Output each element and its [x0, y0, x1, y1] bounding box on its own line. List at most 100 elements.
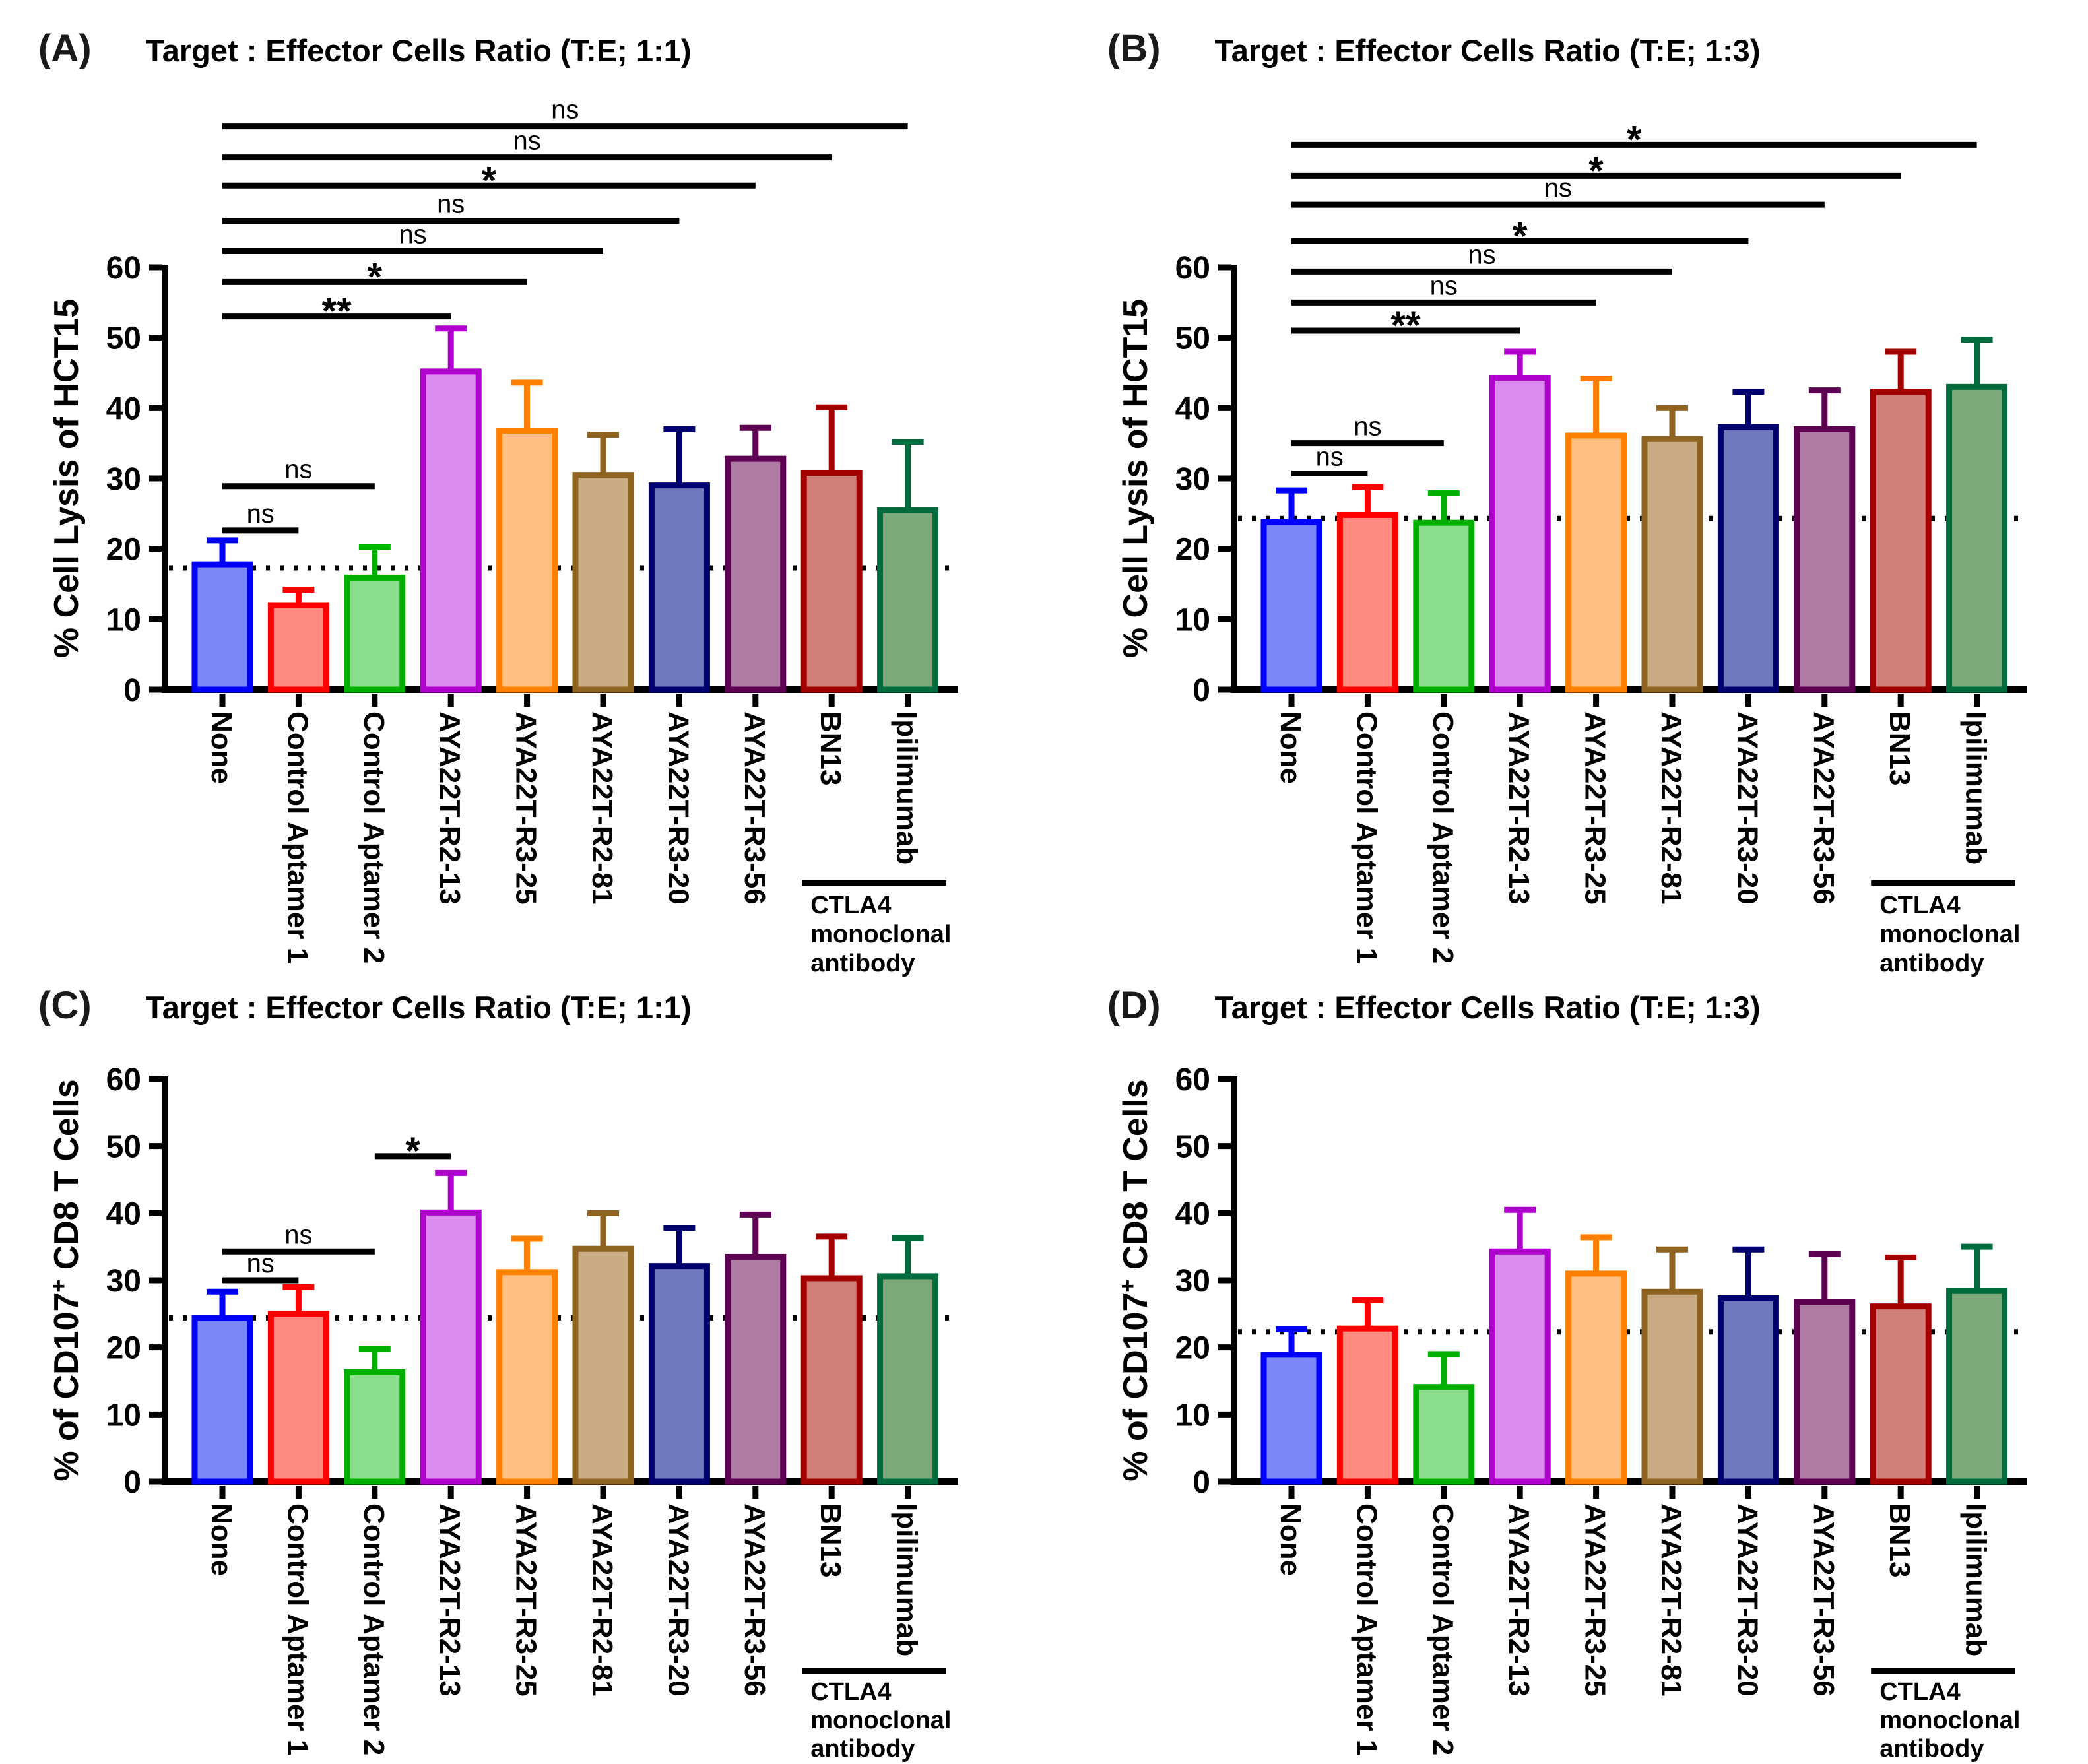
bar-bn13	[800, 469, 863, 693]
panel-b-title: Target : Effector Cells Ratio (T:E; 1:3)	[1214, 33, 1761, 68]
bar-aya22t-r2-81	[572, 472, 634, 693]
x-tick-label: AYA22T-R3-56	[738, 711, 771, 905]
significance-bracket: ns	[222, 190, 680, 224]
x-tick-label: AYA22T-R3-25	[510, 1503, 542, 1697]
significance-label: *	[368, 255, 383, 298]
x-tick-label: Ipilimumab	[1960, 1503, 1992, 1656]
bar-group-none: None	[191, 537, 253, 784]
y-tick-label: 0	[123, 1465, 141, 1500]
x-tick-label: AYA22T-R2-13	[1503, 711, 1535, 905]
y-tick-label: 60	[1175, 251, 1210, 286]
bar-group-aya22t-r3-25: AYA22T-R3-25	[496, 379, 558, 905]
significance-bracket: **	[1291, 304, 1520, 347]
y-tick-label: 60	[106, 251, 141, 286]
y-tick-label: 30	[1175, 462, 1210, 497]
panel-d-title: Target : Effector Cells Ratio (T:E; 1:3)	[1214, 990, 1761, 1025]
y-tick-label: 10	[106, 603, 141, 637]
x-tick-label: AYA22T-R3-25	[1579, 1503, 1612, 1697]
y-tick-label: 30	[106, 462, 141, 497]
bar-group-bn13: BN13	[1870, 1254, 1932, 1578]
x-tick-label: AYA22T-R3-56	[1808, 711, 1840, 905]
significance-label: ns	[1544, 174, 1572, 203]
bar-aya22t-r3-20	[1717, 424, 1779, 693]
bar-group-aya22t-r3-56: AYA22T-R3-56	[1794, 387, 1856, 905]
bar-aya22t-r2-81	[1641, 1288, 1703, 1485]
bar-group-aya22t-r3-20: AYA22T-R3-20	[1717, 1246, 1779, 1697]
significance-label: *	[1513, 215, 1528, 258]
significance-bracket: *	[1291, 118, 1977, 161]
significance-label: ns	[513, 127, 540, 156]
bar-group-control-aptamer-1: Control Aptamer 1	[1336, 1297, 1398, 1755]
bar-control-aptamer-2	[1413, 1384, 1475, 1485]
significance-bracket: ns	[222, 1249, 299, 1284]
y-axis-label: % of CD107+ CD8 T Cells	[1115, 1079, 1155, 1481]
x-tick-label: AYA22T-R3-20	[662, 711, 694, 905]
group-annotation-text: CTLA4	[810, 1678, 891, 1706]
x-tick-label: AYA22T-R3-25	[1579, 711, 1612, 905]
bar-group-ipilimumab: Ipilimumab	[1946, 1243, 2008, 1656]
significance-bracket: *	[222, 159, 756, 202]
x-tick-label: AYA22T-R3-25	[510, 711, 542, 905]
bar-group-aya22t-r2-81: AYA22T-R2-81	[572, 1210, 634, 1697]
bar-aya22t-r2-13	[420, 1209, 482, 1485]
significance-bracket: ns	[1291, 443, 1368, 477]
y-tick-label: 0	[1192, 1465, 1210, 1500]
significance-label: ns	[1354, 412, 1381, 441]
significance-bracket: ns	[222, 220, 603, 254]
bar-none	[191, 1315, 253, 1485]
significance-bracket: *	[222, 255, 527, 298]
bar-aya22t-r3-56	[725, 455, 787, 693]
panel-d-header: (D) Target : Effector Cells Ratio (T:E; …	[1107, 983, 1760, 1028]
x-tick-label: None	[1274, 711, 1307, 784]
bar-aya22t-r2-13	[1489, 1248, 1551, 1485]
bar-aya22t-r3-25	[1565, 1270, 1627, 1485]
y-tick-label: 30	[106, 1264, 141, 1299]
bar-group-control-aptamer-1: Control Aptamer 1	[267, 1284, 329, 1755]
y-tick-label: 40	[106, 1196, 141, 1231]
significance-bracket: *	[374, 1130, 451, 1173]
significance-label: **	[322, 290, 352, 333]
bar-aya22t-r2-13	[1489, 374, 1551, 693]
y-axis-label: % Cell Lysis of HCT15	[1117, 299, 1155, 658]
y-axis-label: % of CD107+ CD8 T Cells	[46, 1079, 86, 1481]
significance-label: ns	[399, 220, 426, 249]
x-tick-label: AYA22T-R2-13	[1503, 1503, 1535, 1697]
significance-bracket: ns	[222, 96, 908, 130]
panel-c-title: Target : Effector Cells Ratio (T:E; 1:1)	[145, 990, 692, 1025]
panel-b-header: (B) Target : Effector Cells Ratio (T:E; …	[1107, 26, 1760, 71]
bar-group-aya22t-r2-13: AYA22T-R2-13	[1489, 348, 1551, 905]
x-tick-label: AYA22T-R2-13	[434, 1503, 466, 1697]
bar-group-aya22t-r3-20: AYA22T-R3-20	[1717, 389, 1779, 905]
significance-label: *	[482, 159, 497, 202]
significance-label: **	[1391, 304, 1421, 347]
bar-bn13	[1870, 389, 1932, 693]
x-tick-label: Control Aptamer 1	[281, 711, 313, 964]
bar-aya22t-r2-81	[1641, 436, 1703, 693]
bar-group-control-aptamer-2: Control Aptamer 2	[1413, 1351, 1475, 1755]
y-tick-label: 20	[106, 533, 141, 568]
y-tick-label: 0	[123, 673, 141, 708]
panel-b-letter: (B)	[1107, 27, 1161, 70]
bar-group-bn13: BN13	[800, 404, 863, 786]
x-tick-label: None	[205, 1503, 238, 1576]
bar-group-ipilimumab: Ipilimumab	[877, 439, 939, 865]
bar-aya22t-r2-81	[572, 1245, 634, 1485]
bar-group-aya22t-r2-13: AYA22T-R2-13	[420, 1169, 482, 1697]
bar-control-aptamer-2	[1413, 519, 1475, 693]
significance-bracket: ns	[222, 1220, 375, 1255]
y-tick-label: 20	[1175, 533, 1210, 568]
bar-group-aya22t-r3-25: AYA22T-R3-25	[1565, 376, 1627, 905]
x-tick-label: None	[1274, 1503, 1307, 1576]
panel-c-chart: 0 10 20 30 40 50 60 % of CD107+ CD8 T Cells None…	[46, 1062, 958, 1763]
bar-ipilimumab	[877, 507, 939, 693]
significance-bracket: ns	[1291, 174, 1825, 208]
x-tick-label: AYA22T-R2-81	[586, 711, 618, 905]
panel-a-title: Target : Effector Cells Ratio (T:E; 1:1)	[145, 33, 692, 68]
significance-bracket: **	[222, 290, 451, 333]
bar-group-control-aptamer-2: Control Aptamer 2	[344, 544, 406, 964]
bar-aya22t-r3-20	[648, 1263, 710, 1485]
panel-c-header: (C) Target : Effector Cells Ratio (T:E; …	[38, 983, 691, 1028]
